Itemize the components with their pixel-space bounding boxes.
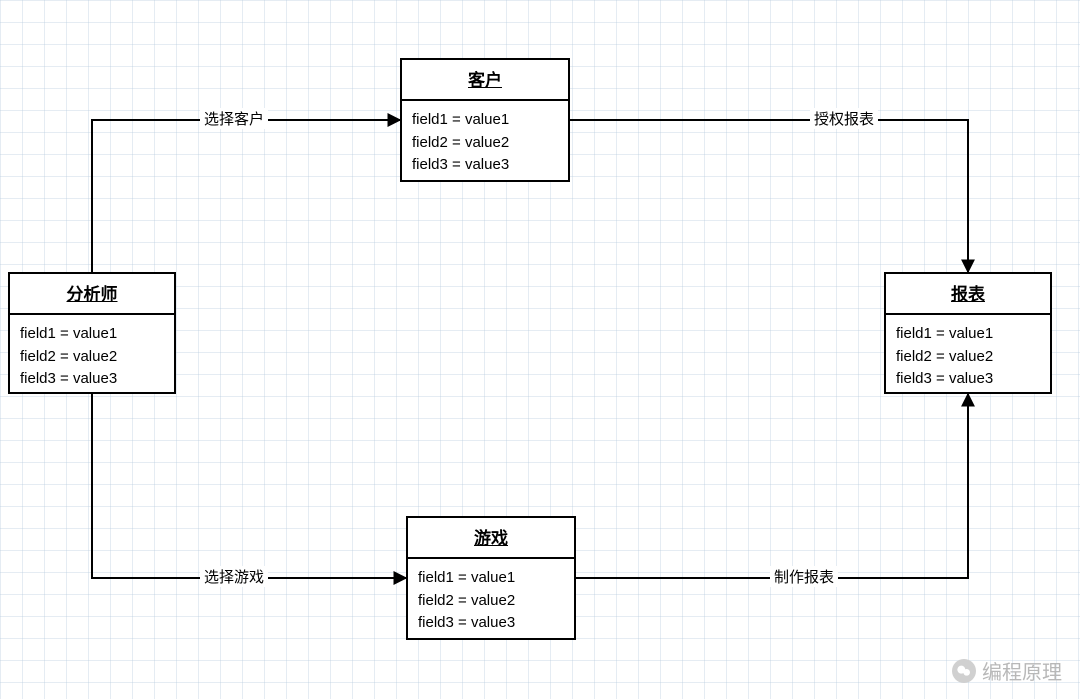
- node-report-body: field1 = value1 field2 = value2 field3 =…: [886, 315, 1050, 401]
- edge-label-authorize-report: 授权报表: [810, 108, 878, 129]
- node-analyst-title: 分析师: [10, 274, 174, 315]
- node-analyst-body: field1 = value1 field2 = value2 field3 =…: [10, 315, 174, 401]
- field-row: field1 = value1: [20, 323, 164, 346]
- field-row: field1 = value1: [896, 323, 1040, 346]
- node-game-title: 游戏: [408, 518, 574, 559]
- node-customer: 客户 field1 = value1 field2 = value2 field…: [400, 58, 570, 182]
- field-row: field3 = value3: [20, 368, 164, 391]
- wechat-icon: [952, 659, 976, 683]
- edge-label-select-customer: 选择客户: [200, 108, 268, 129]
- field-row: field2 = value2: [412, 132, 558, 155]
- field-row: field2 = value2: [896, 346, 1040, 369]
- edge-label-make-report: 制作报表: [770, 566, 838, 587]
- field-row: field3 = value3: [896, 368, 1040, 391]
- field-row: field3 = value3: [418, 612, 564, 635]
- watermark-text: 编程原理: [982, 656, 1062, 685]
- node-report: 报表 field1 = value1 field2 = value2 field…: [884, 272, 1052, 394]
- edge-label-select-game: 选择游戏: [200, 566, 268, 587]
- watermark: 编程原理: [952, 656, 1062, 685]
- node-customer-title: 客户: [402, 60, 568, 101]
- node-report-title: 报表: [886, 274, 1050, 315]
- node-customer-body: field1 = value1 field2 = value2 field3 =…: [402, 101, 568, 187]
- node-game-body: field1 = value1 field2 = value2 field3 =…: [408, 559, 574, 645]
- field-row: field1 = value1: [412, 109, 558, 132]
- field-row: field3 = value3: [412, 154, 558, 177]
- field-row: field2 = value2: [20, 346, 164, 369]
- field-row: field2 = value2: [418, 590, 564, 613]
- node-analyst: 分析师 field1 = value1 field2 = value2 fiel…: [8, 272, 176, 394]
- node-game: 游戏 field1 = value1 field2 = value2 field…: [406, 516, 576, 640]
- field-row: field1 = value1: [418, 567, 564, 590]
